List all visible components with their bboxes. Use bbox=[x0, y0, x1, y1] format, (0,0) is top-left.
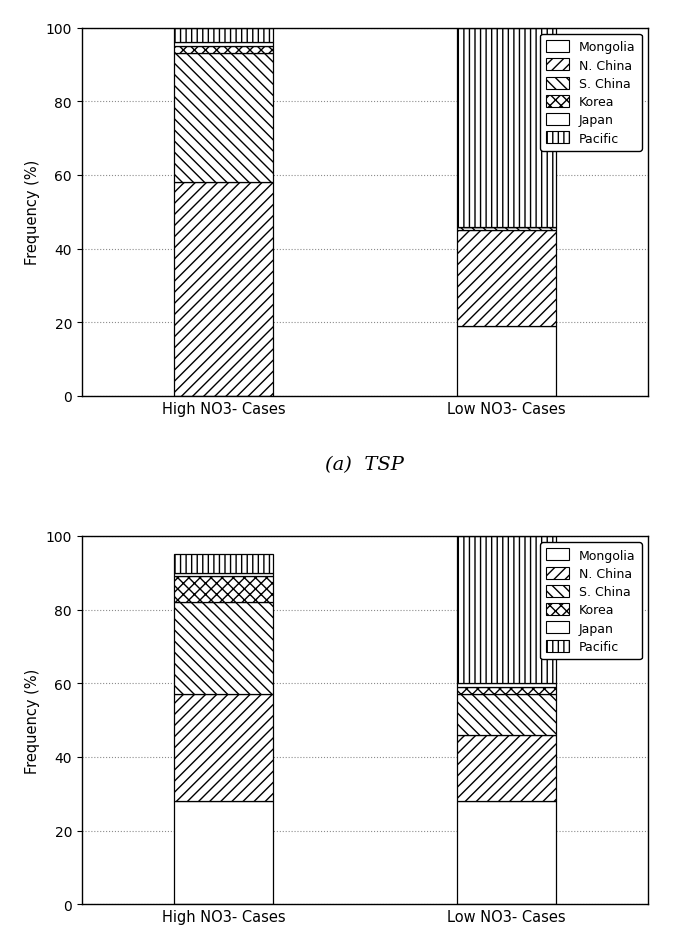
Bar bbox=[174, 802, 273, 904]
Legend: Mongolia, N. China, S. China, Korea, Japan, Pacific: Mongolia, N. China, S. China, Korea, Jap… bbox=[540, 543, 642, 660]
Bar bbox=[174, 695, 273, 802]
Bar bbox=[174, 43, 273, 47]
Bar bbox=[174, 603, 273, 695]
Text: (a)  TSP: (a) TSP bbox=[325, 455, 404, 473]
Bar bbox=[457, 695, 556, 735]
Bar bbox=[457, 684, 556, 687]
Bar bbox=[174, 577, 273, 603]
Bar bbox=[457, 687, 556, 695]
Bar bbox=[174, 29, 273, 43]
Bar bbox=[457, 802, 556, 904]
Bar bbox=[457, 327, 556, 397]
Bar bbox=[174, 555, 273, 573]
Y-axis label: Frequency (%): Frequency (%) bbox=[25, 668, 40, 773]
Bar bbox=[457, 29, 556, 228]
Bar bbox=[457, 735, 556, 802]
Bar bbox=[174, 54, 273, 183]
Legend: Mongolia, N. China, S. China, Korea, Japan, Pacific: Mongolia, N. China, S. China, Korea, Jap… bbox=[540, 35, 642, 151]
Bar bbox=[457, 228, 556, 231]
Bar bbox=[457, 231, 556, 327]
Bar bbox=[174, 573, 273, 577]
Bar bbox=[174, 183, 273, 397]
Y-axis label: Frequency (%): Frequency (%) bbox=[25, 160, 40, 265]
Bar bbox=[457, 536, 556, 684]
Bar bbox=[174, 47, 273, 54]
